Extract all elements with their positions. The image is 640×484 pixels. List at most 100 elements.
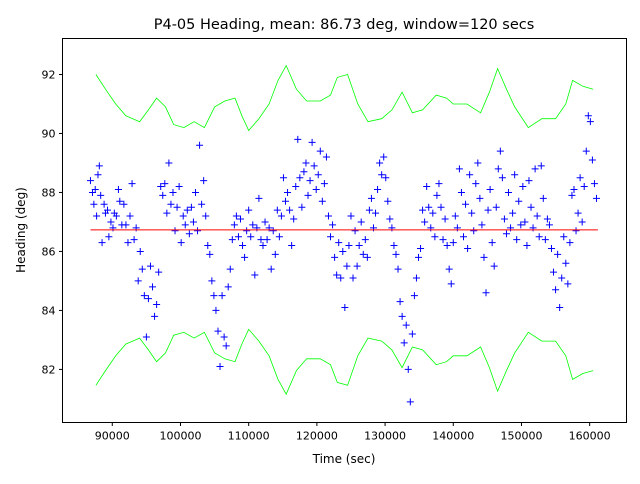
data-point (95, 162, 103, 170)
data-point (200, 177, 208, 185)
data-point (177, 239, 185, 247)
data-point (588, 156, 596, 164)
data-point (120, 200, 128, 208)
data-point (513, 236, 521, 244)
y-tick-label: 82 (42, 363, 56, 376)
data-point (300, 168, 308, 176)
data-point (431, 233, 439, 241)
data-point (212, 306, 220, 314)
data-point (390, 242, 398, 250)
data-point (488, 239, 496, 247)
plot-area (86, 64, 600, 406)
lower-envelope-line (95, 328, 594, 396)
data-point (511, 171, 519, 179)
data-point (138, 265, 146, 273)
data-point (365, 206, 373, 214)
x-tick-label: 90000 (95, 430, 130, 443)
data-point (194, 227, 202, 235)
data-point (500, 215, 508, 223)
axes-frame (62, 38, 627, 423)
data-point (284, 188, 292, 196)
data-point (149, 283, 157, 291)
y-axis-label: Heading (deg) (14, 187, 28, 273)
data-point (439, 236, 447, 244)
data-point (592, 194, 600, 202)
data-point (462, 200, 470, 208)
data-point (433, 191, 441, 199)
data-point (167, 200, 175, 208)
data-point (376, 159, 384, 167)
data-point (140, 292, 148, 300)
data-point (161, 180, 169, 188)
x-tick-label: 100000 (159, 430, 201, 443)
data-point (359, 250, 367, 258)
data-point (355, 242, 363, 250)
data-point (357, 218, 365, 226)
data-point (543, 215, 551, 223)
data-point (343, 262, 351, 270)
data-point (478, 221, 486, 229)
data-point (302, 159, 310, 167)
y-tick-label: 90 (42, 127, 56, 140)
data-point (502, 230, 510, 238)
data-point (275, 233, 283, 241)
data-point (457, 188, 465, 196)
data-point (527, 203, 535, 211)
data-point (247, 233, 255, 241)
data-point (288, 242, 296, 250)
data-point (361, 236, 369, 244)
data-point (185, 230, 193, 238)
data-point (445, 265, 453, 273)
data-point (296, 174, 304, 182)
data-point (259, 242, 267, 250)
data-point (576, 174, 584, 182)
data-point (159, 191, 167, 199)
data-point (349, 274, 357, 282)
data-point (521, 218, 529, 226)
data-point (547, 244, 555, 252)
data-point (496, 147, 504, 155)
data-point (306, 177, 314, 185)
data-point (116, 197, 124, 205)
data-point (202, 212, 210, 220)
data-point (165, 159, 173, 167)
data-point (423, 183, 431, 191)
data-point (505, 188, 513, 196)
data-point (406, 398, 414, 406)
data-point (584, 112, 592, 120)
y-tick-label: 92 (42, 68, 56, 81)
data-point (341, 303, 349, 311)
data-point (282, 197, 290, 205)
data-point (509, 209, 517, 217)
data-point (515, 197, 523, 205)
data-point (480, 253, 488, 261)
data-point (386, 215, 394, 223)
data-point (572, 227, 580, 235)
data-point (243, 227, 251, 235)
data-point (327, 233, 335, 241)
data-point (574, 209, 582, 217)
data-point (183, 206, 191, 214)
data-point (208, 277, 216, 285)
data-point (470, 227, 478, 235)
data-point (525, 177, 533, 185)
data-point (472, 180, 480, 188)
data-point (179, 212, 187, 220)
data-point (181, 221, 189, 229)
data-point (324, 212, 332, 220)
data-point (97, 191, 105, 199)
data-point (255, 194, 263, 202)
data-point (347, 212, 355, 220)
data-point (519, 183, 527, 191)
x-tick-label: 110000 (228, 430, 270, 443)
data-point (126, 212, 134, 220)
data-point (90, 200, 98, 208)
data-point (224, 283, 232, 291)
data-point (447, 280, 455, 288)
data-point (468, 209, 476, 217)
data-point (414, 253, 422, 261)
data-point (261, 218, 269, 226)
data-point (290, 215, 298, 223)
data-point (216, 362, 224, 370)
